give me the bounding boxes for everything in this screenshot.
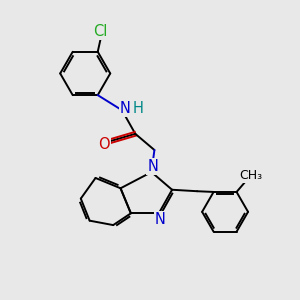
- Text: N: N: [148, 159, 158, 174]
- Text: O: O: [98, 136, 110, 152]
- Text: H: H: [133, 101, 144, 116]
- Text: N: N: [120, 101, 131, 116]
- Text: Cl: Cl: [94, 24, 108, 39]
- Text: CH₃: CH₃: [239, 169, 262, 182]
- Text: N: N: [155, 212, 166, 227]
